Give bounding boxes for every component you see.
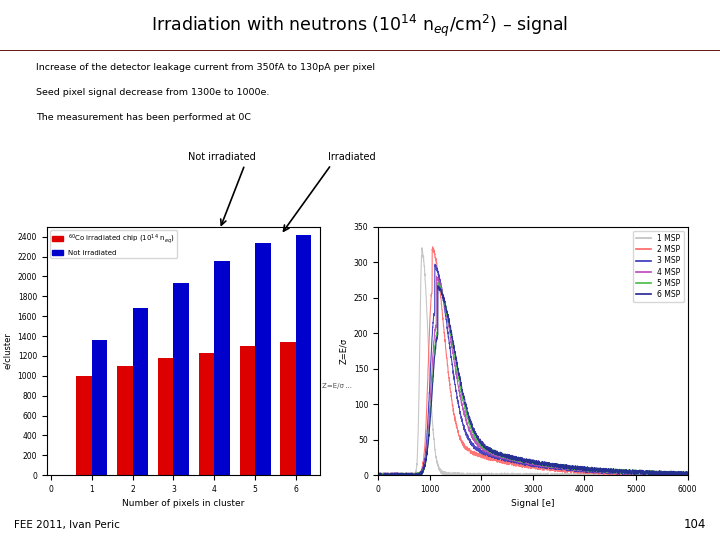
4 MSP bbox=[618, 468, 626, 474]
1 MSP bbox=[390, 471, 398, 477]
Bar bbox=[296, 235, 312, 475]
3 MSP bbox=[675, 471, 683, 478]
Legend: $^{60}$Co irradiated chip (10$^{14}$ n$_{eq}$), Not irradiated: $^{60}$Co irradiated chip (10$^{14}$ n$_… bbox=[50, 230, 177, 258]
6 MSP bbox=[675, 468, 683, 475]
2 MSP bbox=[683, 472, 692, 478]
2 MSP bbox=[374, 472, 383, 478]
Text: Z=E/σ ...: Z=E/σ ... bbox=[323, 383, 352, 389]
2 MSP bbox=[618, 470, 626, 477]
6 MSP bbox=[390, 471, 398, 478]
5 MSP bbox=[618, 467, 626, 473]
6 MSP bbox=[433, 282, 442, 289]
Bar bbox=[215, 261, 230, 475]
Text: FEE 2011, Ivan Peric: FEE 2011, Ivan Peric bbox=[14, 519, 120, 530]
Bar bbox=[280, 342, 296, 475]
1 MSP bbox=[524, 472, 533, 478]
4 MSP bbox=[390, 472, 398, 478]
6 MSP bbox=[374, 470, 382, 477]
3 MSP bbox=[374, 471, 382, 477]
X-axis label: Signal [e]: Signal [e] bbox=[511, 500, 554, 509]
Line: 4 MSP: 4 MSP bbox=[378, 276, 688, 475]
3 MSP bbox=[675, 472, 683, 478]
1 MSP bbox=[374, 472, 382, 478]
2 MSP bbox=[525, 465, 534, 471]
2 MSP bbox=[390, 471, 398, 477]
5 MSP bbox=[525, 457, 534, 464]
X-axis label: Number of pixels in cluster: Number of pixels in cluster bbox=[122, 500, 245, 509]
5 MSP bbox=[433, 279, 442, 286]
Text: 104: 104 bbox=[683, 518, 706, 531]
6 MSP bbox=[675, 470, 683, 476]
Legend: 1 MSP, 2 MSP, 3 MSP, 4 MSP, 5 MSP, 6 MSP: 1 MSP, 2 MSP, 3 MSP, 4 MSP, 5 MSP, 6 MSP bbox=[633, 231, 684, 302]
4 MSP bbox=[675, 472, 683, 478]
Bar bbox=[255, 242, 271, 475]
Bar bbox=[76, 376, 91, 475]
Bar bbox=[199, 353, 215, 475]
6 MSP bbox=[516, 455, 525, 461]
Bar bbox=[132, 308, 148, 475]
Bar bbox=[240, 346, 255, 475]
Text: Irradiated: Irradiated bbox=[328, 152, 375, 162]
1 MSP bbox=[618, 472, 626, 478]
Line: 1 MSP: 1 MSP bbox=[378, 248, 688, 475]
4 MSP bbox=[374, 472, 382, 478]
4 MSP bbox=[516, 459, 525, 465]
Text: Not irradiated: Not irradiated bbox=[188, 152, 256, 162]
5 MSP bbox=[683, 472, 692, 478]
2 MSP bbox=[516, 462, 525, 469]
5 MSP bbox=[374, 470, 382, 476]
3 MSP bbox=[390, 470, 398, 476]
4 MSP bbox=[524, 461, 533, 468]
1 MSP bbox=[675, 472, 683, 478]
5 MSP bbox=[374, 472, 382, 478]
Line: 6 MSP: 6 MSP bbox=[378, 286, 688, 475]
1 MSP bbox=[675, 472, 683, 478]
6 MSP bbox=[525, 458, 534, 465]
1 MSP bbox=[683, 471, 692, 478]
Line: 5 MSP: 5 MSP bbox=[378, 282, 688, 475]
Line: 3 MSP: 3 MSP bbox=[378, 264, 688, 475]
4 MSP bbox=[675, 472, 683, 478]
3 MSP bbox=[516, 459, 525, 465]
Text: Irradiation with neutrons (10$^{14}$ n$_{eq}$/cm$^2$) – signal: Irradiation with neutrons (10$^{14}$ n$_… bbox=[151, 12, 569, 39]
2 MSP bbox=[675, 472, 683, 478]
3 MSP bbox=[618, 469, 626, 476]
2 MSP bbox=[374, 471, 382, 478]
Text: Seed pixel signal decrease from 1300e to 1000e.: Seed pixel signal decrease from 1300e to… bbox=[36, 88, 269, 97]
Text: The measurement has been performed at 0C: The measurement has been performed at 0C bbox=[36, 113, 251, 123]
4 MSP bbox=[683, 472, 692, 478]
3 MSP bbox=[374, 472, 383, 478]
Bar bbox=[158, 358, 174, 475]
1 MSP bbox=[418, 245, 426, 251]
Text: Increase of the detector leakage current from 350fA to 130pA per pixel: Increase of the detector leakage current… bbox=[36, 63, 375, 72]
3 MSP bbox=[431, 261, 439, 267]
2 MSP bbox=[675, 471, 683, 478]
6 MSP bbox=[618, 468, 626, 475]
6 MSP bbox=[374, 472, 382, 478]
Bar bbox=[174, 284, 189, 475]
3 MSP bbox=[525, 462, 534, 468]
1 MSP bbox=[516, 472, 525, 478]
5 MSP bbox=[675, 470, 683, 477]
3 MSP bbox=[683, 471, 692, 478]
5 MSP bbox=[675, 469, 683, 475]
Bar bbox=[117, 366, 132, 475]
Y-axis label: Z=E/σ: Z=E/σ bbox=[339, 338, 348, 364]
4 MSP bbox=[432, 273, 441, 279]
2 MSP bbox=[428, 244, 437, 250]
5 MSP bbox=[516, 455, 525, 461]
Y-axis label: e/cluster: e/cluster bbox=[3, 333, 12, 369]
5 MSP bbox=[390, 470, 398, 477]
Line: 2 MSP: 2 MSP bbox=[378, 247, 688, 475]
6 MSP bbox=[683, 472, 692, 478]
Bar bbox=[91, 340, 107, 475]
